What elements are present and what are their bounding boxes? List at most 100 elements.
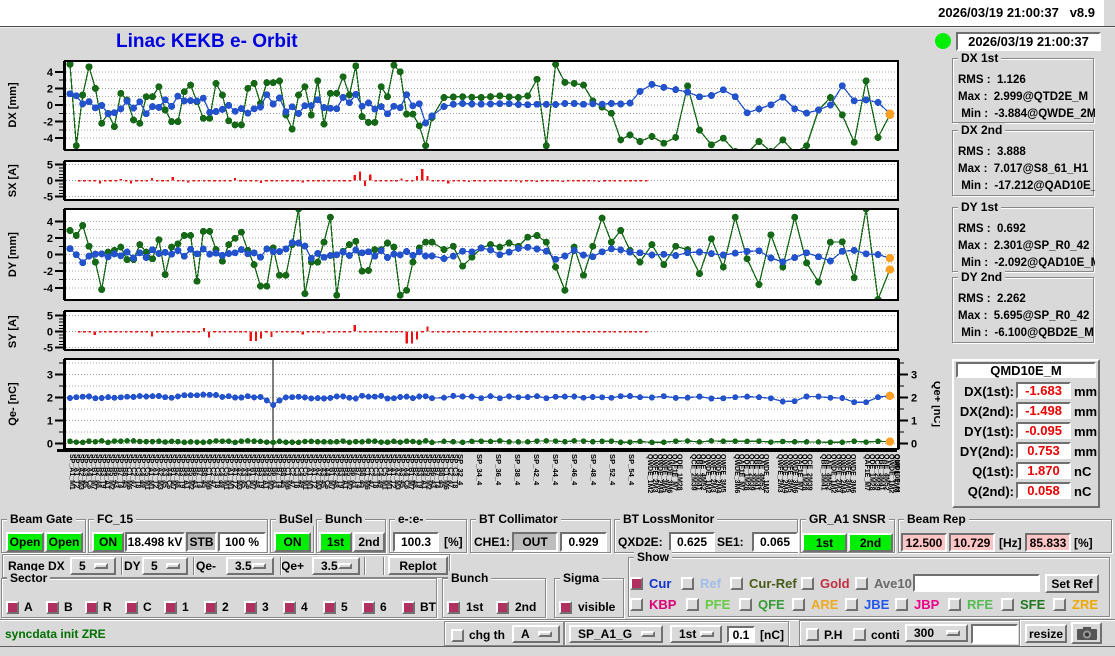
svg-text:QWDE_2M4: QWDE_2M4	[781, 454, 788, 493]
svg-text:SP_B4_A1: SP_B4_A1	[182, 454, 189, 489]
svg-text:QAF1E_M7: QAF1E_M7	[738, 454, 745, 491]
svg-text:SP_38_4: SP_38_4	[513, 454, 522, 486]
svg-text:SP_A4_C6: SP_A4_C6	[244, 454, 251, 489]
svg-text:SP_B4_A1: SP_B4_A1	[341, 454, 348, 489]
svg-text:QMD10E_M: QMD10E_M	[893, 454, 900, 493]
svg-text:SP_B2_48: SP_B2_48	[411, 454, 418, 488]
svg-text:QBE_3M41: QBE_3M41	[752, 454, 759, 491]
svg-text:SP_B8_45: SP_B8_45	[121, 454, 128, 488]
svg-text:QWFE_2M3: QWFE_2M3	[892, 454, 899, 493]
svg-text:SP_B5_M2: SP_B5_M2	[266, 454, 273, 490]
svg-text:2: 2	[47, 393, 53, 405]
svg-text:QWFE_3M5: QWFE_3M5	[661, 454, 668, 493]
svg-text:SP_B6_43: SP_B6_43	[191, 454, 198, 488]
svg-text:0: 0	[911, 439, 917, 451]
svg-text:SP_46_4: SP_46_4	[570, 454, 579, 486]
svg-text:SP_C5_M1: SP_C5_M1	[143, 454, 150, 490]
svg-text:SP_B1_M7: SP_B1_M7	[328, 454, 335, 490]
svg-text:QWFE_3M5: QWFE_3M5	[786, 454, 793, 493]
svg-text:SP_C2_47: SP_C2_47	[209, 454, 216, 488]
svg-text:SP_A1_T2: SP_A1_T2	[310, 454, 317, 488]
svg-text:SY [A]: SY [A]	[7, 315, 19, 348]
svg-text:QWDE_1M2: QWDE_1M2	[704, 454, 711, 493]
svg-text:2: 2	[47, 83, 53, 95]
svg-text:3: 3	[911, 370, 917, 382]
svg-text:SP_B2_48: SP_B2_48	[94, 454, 101, 488]
svg-text:QWFE_2M3: QWFE_2M3	[776, 454, 783, 493]
svg-text:QWFE_3M5: QWFE_3M5	[719, 454, 726, 493]
svg-text:SP_B7_T4: SP_B7_T4	[275, 454, 282, 488]
svg-text:SP_A4_C6: SP_A4_C6	[86, 454, 93, 489]
svg-text:SP_A3_45: SP_A3_45	[160, 454, 167, 488]
svg-text:QWDE_1M2: QWDE_1M2	[888, 454, 895, 493]
svg-text:SP_C1_M6: SP_C1_M6	[204, 454, 211, 490]
svg-text:0: 0	[47, 250, 53, 262]
svg-text:SP_C4_49: SP_C4_49	[297, 454, 304, 488]
svg-text:0: 0	[47, 100, 53, 112]
svg-text:SP_A3_45: SP_A3_45	[319, 454, 326, 488]
svg-text:SP_B3_T9: SP_B3_T9	[99, 454, 106, 488]
svg-text:Qe- [nC]: Qe- [nC]	[7, 382, 19, 426]
svg-text:SP_C4_49: SP_C4_49	[376, 454, 383, 488]
svg-text:SP_B5_M2: SP_B5_M2	[108, 454, 115, 490]
svg-text:SP_B5_M2: SP_B5_M2	[187, 454, 194, 490]
svg-text:QWFE_2M3: QWFE_2M3	[709, 454, 716, 493]
svg-text:SP_B6_43: SP_B6_43	[270, 454, 277, 488]
svg-text:DY [mm]: DY [mm]	[7, 232, 19, 277]
svg-text:QBE_3M41: QBE_3M41	[820, 454, 827, 491]
svg-text:SP_A3_45: SP_A3_45	[240, 454, 247, 488]
svg-text:SP_42_4: SP_42_4	[532, 454, 541, 486]
svg-text:SP_B6_43: SP_B6_43	[350, 454, 357, 488]
svg-text:SP_44_4: SP_44_4	[551, 454, 560, 486]
svg-text:SP_B6_43: SP_B6_43	[429, 454, 436, 488]
svg-text:SP_52_4: SP_52_4	[608, 454, 617, 486]
svg-text:SP_B1_M7: SP_B1_M7	[407, 454, 414, 490]
svg-text:QWDE_2M4: QWDE_2M4	[714, 454, 721, 493]
svg-text:SP_54_4: SP_54_4	[627, 454, 636, 486]
svg-text:SP_B1_M7: SP_B1_M7	[90, 454, 97, 490]
svg-text:-5: -5	[43, 192, 53, 204]
svg-text:SP_B7_T4: SP_B7_T4	[354, 454, 361, 488]
svg-text:SP_C1_M6: SP_C1_M6	[363, 454, 370, 490]
svg-text:0: 0	[47, 439, 53, 451]
svg-text:SP_B7_T4: SP_B7_T4	[196, 454, 203, 488]
svg-text:QBE_3M41: QBE_3M41	[694, 454, 701, 491]
svg-text:QWFE_2M3: QWFE_2M3	[834, 454, 841, 493]
svg-text:SP_C2_47: SP_C2_47	[367, 454, 374, 488]
svg-text:SP_C1_M6: SP_C1_M6	[125, 454, 132, 490]
svg-text:SP_A1_M1: SP_A1_M1	[68, 454, 75, 490]
svg-text:QDE_1M28: QDE_1M28	[743, 454, 750, 491]
svg-text:SP_C3_T8: SP_C3_T8	[372, 454, 379, 488]
svg-text:QCE_2M39: QCE_2M39	[689, 454, 696, 491]
svg-text:2: 2	[911, 393, 917, 405]
svg-text:QAE_4M52: QAE_4M52	[757, 454, 764, 491]
svg-text:SP_B3_T9: SP_B3_T9	[257, 454, 264, 488]
svg-text:SP_C3_T8: SP_C3_T8	[451, 454, 458, 488]
svg-text:QCE_2M39: QCE_2M39	[873, 454, 880, 491]
svg-text:SP_B4_A1: SP_B4_A1	[262, 454, 269, 489]
svg-text:SP_32_4: SP_32_4	[456, 454, 465, 486]
svg-text:SP_B3_T9: SP_B3_T9	[178, 454, 185, 488]
svg-text:4: 4	[47, 67, 54, 79]
svg-text:SP_B7_T4: SP_B7_T4	[116, 454, 123, 488]
svg-text:QAF1E_M7: QAF1E_M7	[671, 454, 678, 491]
svg-text:QWFE_3M5: QWFE_3M5	[844, 454, 851, 493]
svg-text:-2: -2	[43, 266, 53, 278]
svg-text:DX [mm]: DX [mm]	[7, 82, 19, 128]
svg-text:-2: -2	[43, 117, 53, 129]
svg-text:SP_C3_T8: SP_C3_T8	[292, 454, 299, 488]
svg-text:SP_A2_M3: SP_A2_M3	[394, 454, 401, 490]
svg-text:SP_C4_49: SP_C4_49	[138, 454, 145, 488]
svg-text:SP_A1_M1: SP_A1_M1	[147, 454, 154, 490]
svg-text:0: 0	[47, 176, 53, 188]
svg-text:SP_B3_T9: SP_B3_T9	[416, 454, 423, 488]
svg-text:SP_C4_49: SP_C4_49	[218, 454, 225, 488]
svg-text:-5: -5	[43, 343, 53, 355]
svg-text:QWDE_1M2: QWDE_1M2	[646, 454, 653, 493]
svg-text:QCE_2M39: QCE_2M39	[748, 454, 755, 491]
svg-text:SP_B8_45: SP_B8_45	[438, 454, 445, 488]
svg-text:SP_B2_48: SP_B2_48	[332, 454, 339, 488]
svg-text:SP_C2_47: SP_C2_47	[446, 454, 453, 488]
svg-text:SP_C5_M1: SP_C5_M1	[380, 454, 387, 490]
svg-text:SP_48_4: SP_48_4	[589, 454, 598, 486]
